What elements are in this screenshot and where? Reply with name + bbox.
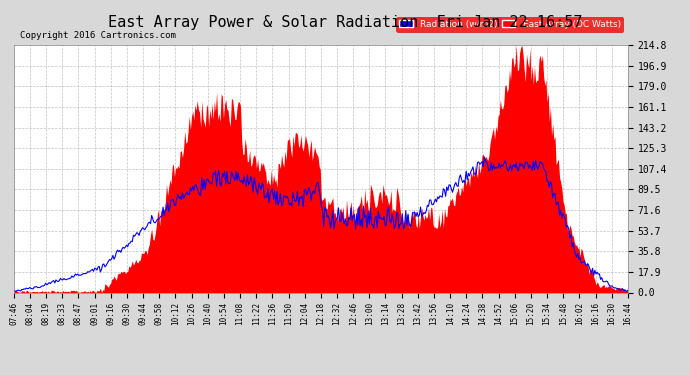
- Legend: Radiation (w/m2), East Array (DC Watts): Radiation (w/m2), East Array (DC Watts): [396, 17, 623, 32]
- Text: Copyright 2016 Cartronics.com: Copyright 2016 Cartronics.com: [20, 31, 176, 40]
- Text: East Array Power & Solar Radiation  Fri Jan 22 16:57: East Array Power & Solar Radiation Fri J…: [108, 15, 582, 30]
